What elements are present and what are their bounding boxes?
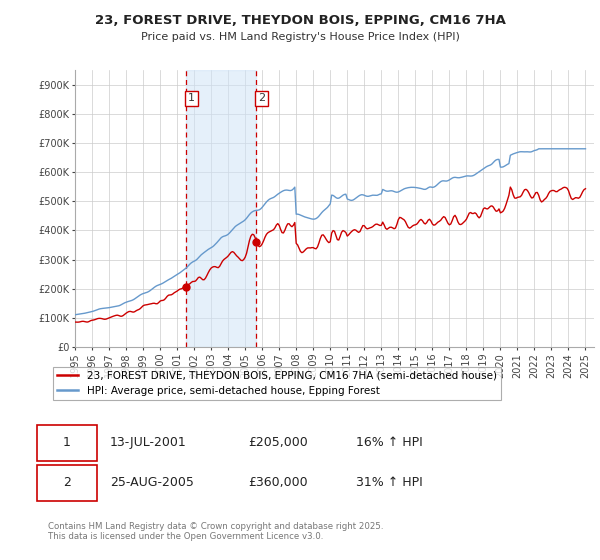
Text: 1: 1 — [63, 436, 71, 449]
Text: 2: 2 — [258, 94, 265, 104]
Text: 25-AUG-2005: 25-AUG-2005 — [110, 476, 194, 489]
FancyBboxPatch shape — [37, 424, 97, 461]
Text: Contains HM Land Registry data © Crown copyright and database right 2025.
This d: Contains HM Land Registry data © Crown c… — [48, 522, 383, 542]
Text: 2: 2 — [63, 476, 71, 489]
Text: 31% ↑ HPI: 31% ↑ HPI — [356, 476, 422, 489]
Text: £205,000: £205,000 — [248, 436, 308, 449]
Text: £360,000: £360,000 — [248, 476, 307, 489]
Text: Price paid vs. HM Land Registry's House Price Index (HPI): Price paid vs. HM Land Registry's House … — [140, 32, 460, 42]
Legend: 23, FOREST DRIVE, THEYDON BOIS, EPPING, CM16 7HA (semi-detached house), HPI: Ave: 23, FOREST DRIVE, THEYDON BOIS, EPPING, … — [53, 367, 501, 400]
Bar — [186, 70, 256, 347]
Text: 13-JUL-2001: 13-JUL-2001 — [110, 436, 187, 449]
Text: 16% ↑ HPI: 16% ↑ HPI — [356, 436, 422, 449]
Text: 1: 1 — [188, 94, 195, 104]
Text: 23, FOREST DRIVE, THEYDON BOIS, EPPING, CM16 7HA: 23, FOREST DRIVE, THEYDON BOIS, EPPING, … — [95, 14, 505, 27]
FancyBboxPatch shape — [37, 465, 97, 501]
